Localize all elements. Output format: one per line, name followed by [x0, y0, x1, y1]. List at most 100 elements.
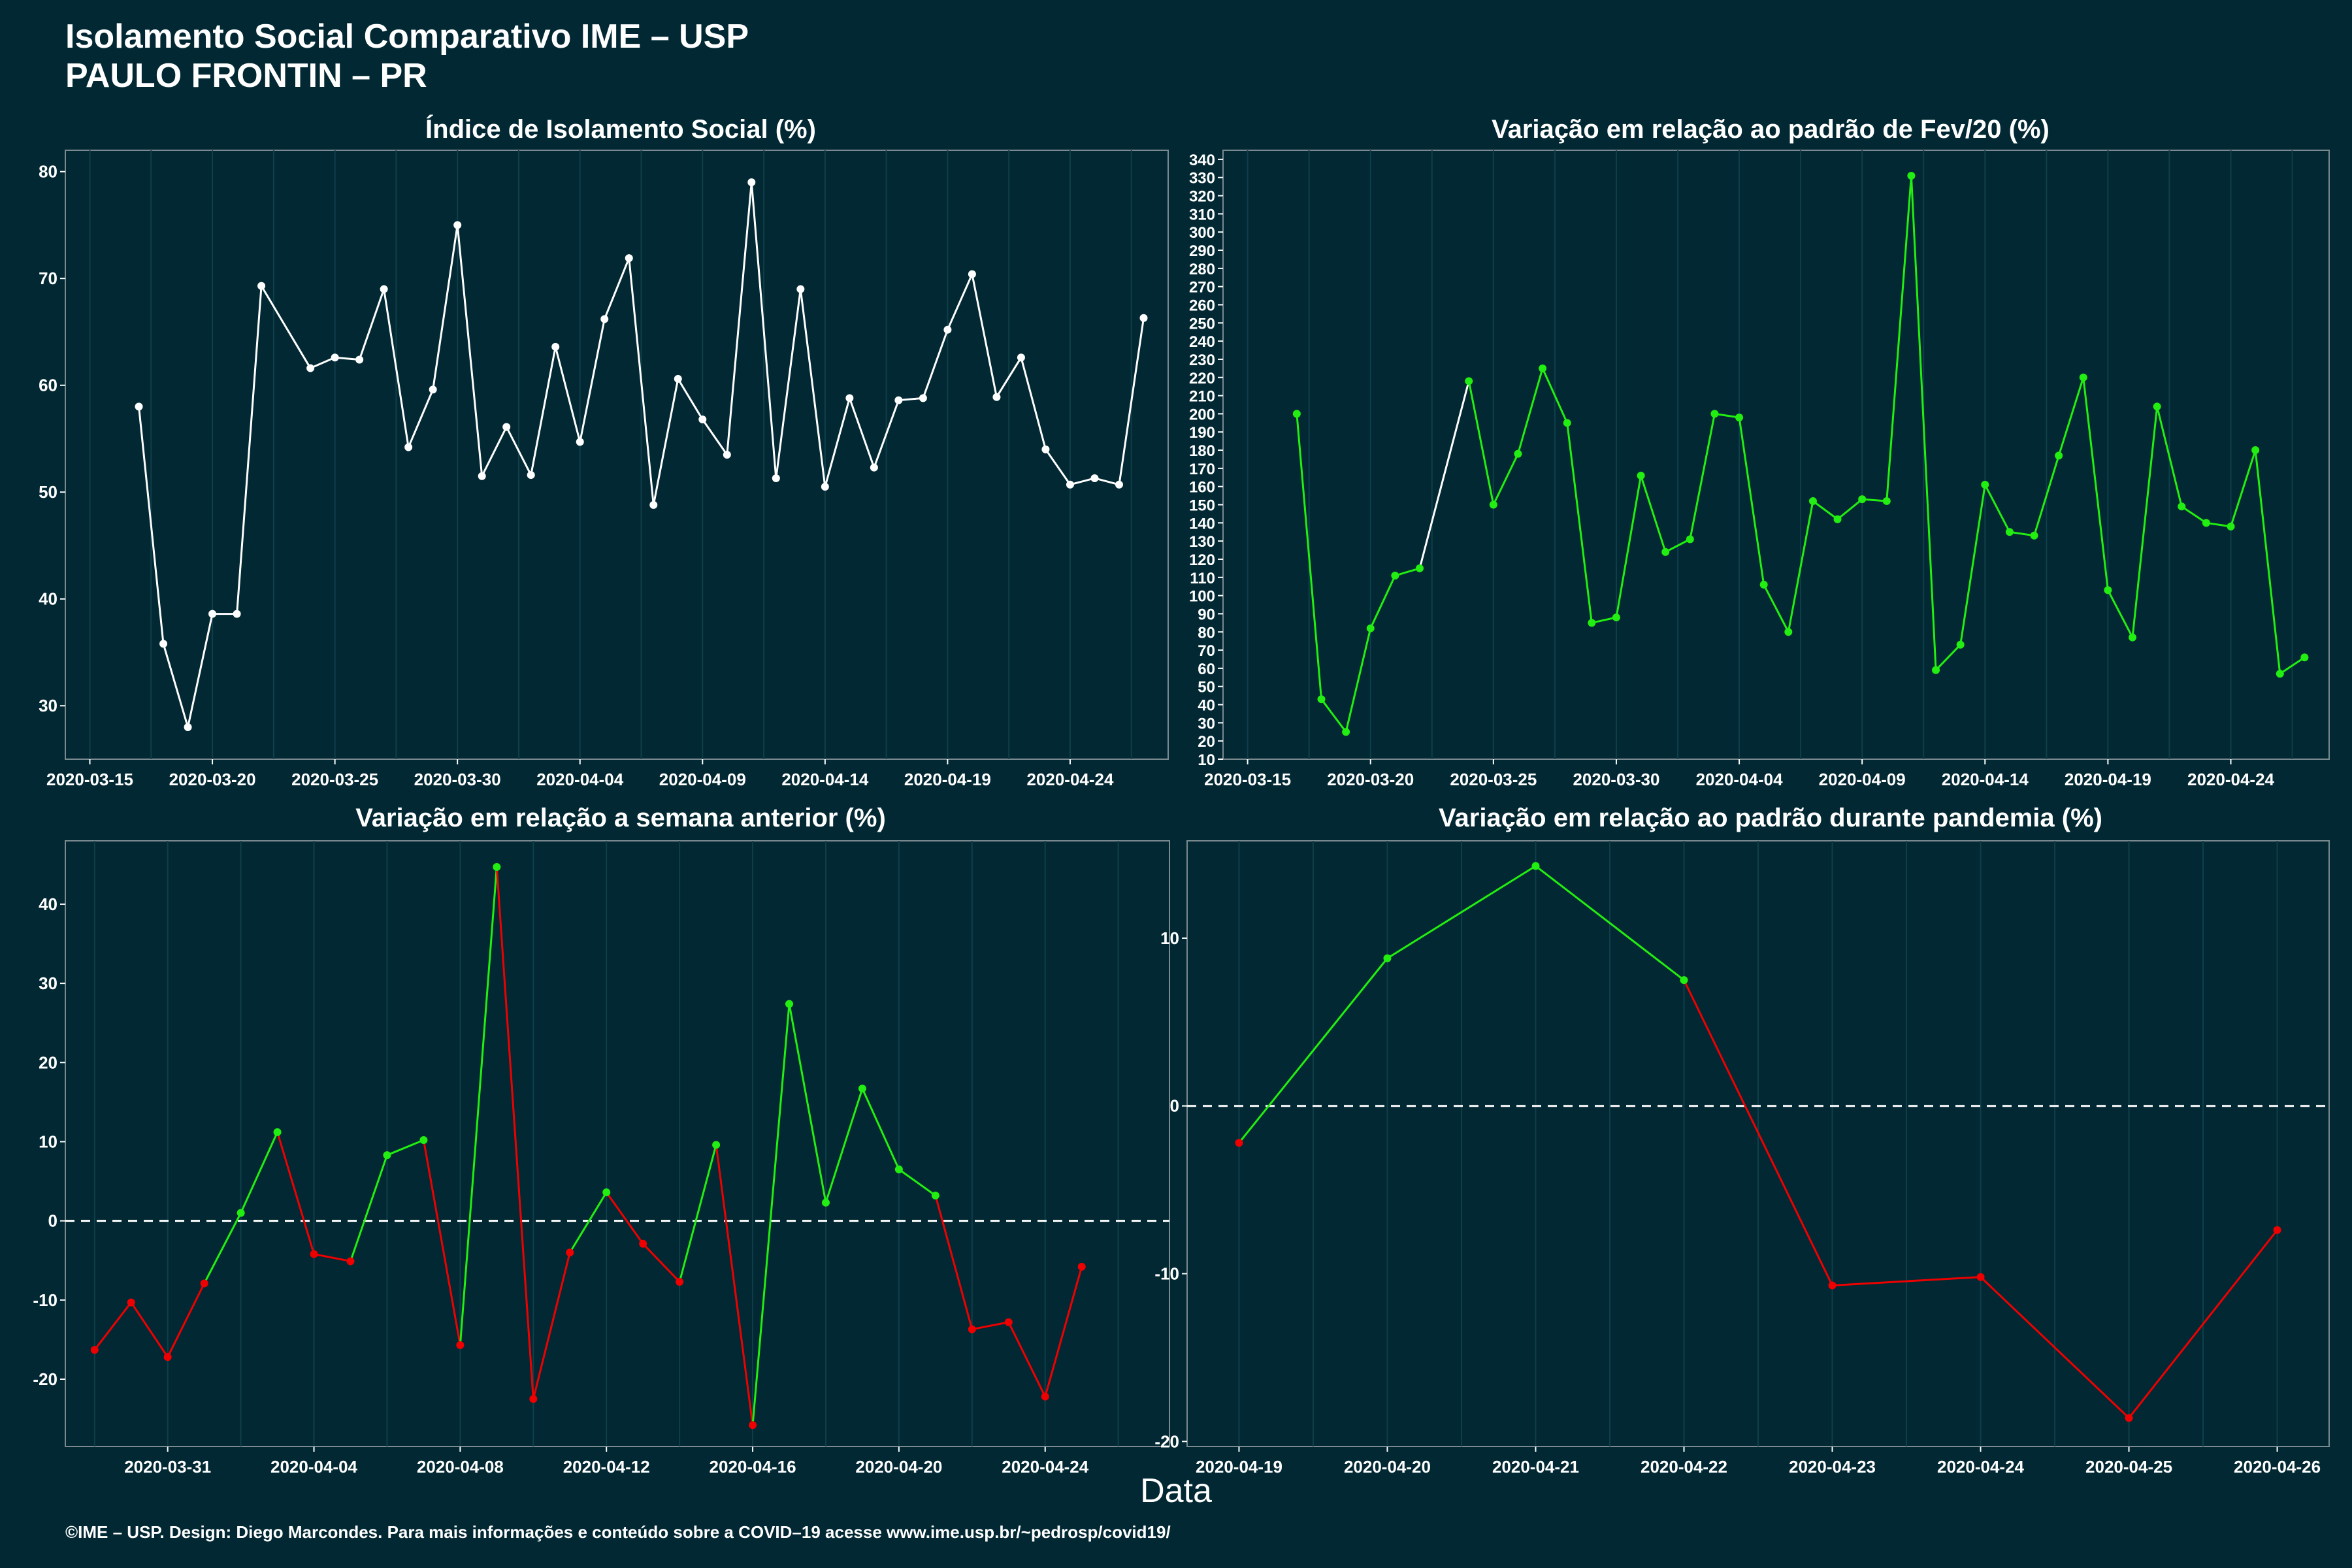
panel2-y-tick-label: 290 — [1189, 242, 1215, 260]
panel3-data-point — [712, 1141, 721, 1149]
panel1-series-segment — [799, 289, 826, 487]
panel3-data-point — [273, 1128, 282, 1136]
panel2-y-tick-label: 200 — [1189, 406, 1215, 423]
panel3-data-point — [200, 1279, 208, 1288]
panel3-series-segment — [386, 1139, 424, 1156]
panel2-data-point — [1882, 497, 1891, 505]
panel3-data-point — [163, 1353, 172, 1362]
panel1-data-point — [1090, 474, 1099, 482]
panel3-series-segment — [788, 1004, 827, 1203]
panel2-data-point — [2300, 653, 2309, 662]
panel1-x-tick-label: 2020-04-09 — [659, 770, 746, 789]
panel2-y-tick-label: 30 — [1198, 715, 1215, 732]
panel3-series-segment — [167, 1282, 205, 1358]
page-title-line2: PAULO FRONTIN – PR — [65, 57, 427, 95]
panel1-y-tick-label: 60 — [39, 376, 57, 395]
panel1-y-tick-label: 30 — [39, 696, 57, 715]
panel2-series-segment — [2082, 377, 2109, 591]
panel1-series-segment — [898, 397, 924, 402]
panel2-y-tick-label: 330 — [1189, 170, 1215, 188]
panel3-x-tick-label: 2020-03-31 — [124, 1457, 211, 1477]
panel2-data-point — [1612, 613, 1620, 621]
panel2-data-point — [2104, 586, 2112, 595]
panel4-series-segment — [1980, 1276, 2130, 1419]
panel4-data-point — [1383, 954, 1392, 962]
panel1-series-segment — [310, 356, 336, 369]
panel3-data-point — [529, 1395, 538, 1403]
panel3-series-segment — [276, 1132, 315, 1254]
panel2-y-tick-label: 160 — [1189, 479, 1215, 497]
panel2-series-segment — [1984, 484, 2011, 532]
panel2-data-point — [2005, 528, 2014, 536]
panel3-series-segment — [715, 1145, 754, 1426]
panel2-series-segment — [2181, 506, 2207, 524]
panel2-data-point — [1686, 535, 1694, 544]
panel2-x-tick-label: 2020-03-15 — [1204, 770, 1291, 789]
panel3-title: Variação em relação a semana anterior (%… — [355, 804, 886, 832]
panel1-series-segment — [677, 378, 704, 420]
panel3-y-tick-label: 10 — [39, 1132, 57, 1151]
panel1-data-point — [943, 325, 952, 334]
panel3-series-segment — [934, 1195, 973, 1330]
panel3-y-tick-label: -10 — [33, 1290, 57, 1310]
panel2-y-tick-label: 130 — [1189, 533, 1215, 551]
panel2-series-segment — [2279, 656, 2306, 675]
panel3-y-tick-label: 40 — [39, 894, 57, 914]
panel2-series-segment — [1738, 417, 1765, 585]
panel4-series-segment — [1832, 1276, 1981, 1286]
panel1-series-segment — [1020, 357, 1047, 450]
panel1-data-point — [600, 315, 609, 323]
panel1-series-segment — [824, 397, 851, 487]
panel4-data-point — [1828, 1281, 1837, 1290]
panel2-y-tick-label: 60 — [1198, 661, 1215, 678]
panel3-series-segment — [825, 1088, 864, 1203]
panel3-series-segment — [240, 1132, 278, 1214]
panel1-data-point — [698, 416, 707, 424]
panel3-y-tick-label: -20 — [33, 1369, 57, 1389]
panel3-data-point — [639, 1239, 647, 1248]
panel2-data-point — [1539, 364, 1547, 372]
panel1-series-segment — [358, 289, 385, 360]
panel1-series-segment — [505, 426, 532, 476]
panel2-series-segment — [1837, 498, 1863, 520]
panel3-data-point — [237, 1209, 245, 1217]
panel1-series-segment — [407, 389, 434, 448]
panel1-series-segment — [1118, 318, 1145, 485]
panel3-x-tick-label: 2020-04-08 — [417, 1457, 504, 1477]
panel2-series-segment — [1566, 423, 1593, 623]
panel2-y-tick-label: 180 — [1189, 442, 1215, 460]
panel3-x-tick-label: 2020-04-20 — [855, 1457, 942, 1477]
panel2-y-tick-label: 250 — [1189, 315, 1215, 333]
panel3-series-segment — [972, 1321, 1009, 1331]
panel4-y-tick-label: -10 — [1154, 1264, 1179, 1284]
panel1-series-segment — [335, 356, 360, 361]
panel1-data-point — [649, 500, 658, 509]
panel4-series-segment — [1683, 979, 1833, 1286]
panel3-series-segment — [93, 1301, 132, 1351]
panel1-series-segment — [726, 182, 753, 455]
panel2-data-point — [2055, 451, 2063, 460]
panel2-series-segment — [1665, 538, 1691, 553]
panel2-data-point — [1415, 564, 1424, 572]
panel2-data-point — [2129, 633, 2137, 642]
panel2-x-tick-label: 2020-04-09 — [1819, 770, 1906, 789]
panel3-series-segment — [422, 1139, 461, 1346]
panel2-series-segment — [2033, 455, 2060, 536]
panel1-data-point — [1115, 480, 1123, 489]
panel4-title: Variação em relação ao padrão durante pa… — [1439, 804, 2102, 832]
panel2-y-tick-label: 190 — [1189, 424, 1215, 442]
panel2-data-point — [1661, 547, 1670, 556]
panel1-y-tick-label: 40 — [39, 589, 57, 609]
panel2-series-segment — [1345, 628, 1372, 732]
panel3-data-point — [90, 1346, 99, 1354]
panel2-data-point — [1637, 471, 1645, 480]
panel3-data-point — [456, 1341, 465, 1349]
panel4-series-segment — [1238, 957, 1388, 1144]
panel2-data-point — [1563, 419, 1571, 427]
panel2-series-segment — [2254, 449, 2281, 674]
panel2-y-tick-label: 70 — [1198, 642, 1215, 660]
panel1-x-tick-label: 2020-03-30 — [414, 770, 501, 789]
panel2-data-point — [1932, 666, 1940, 674]
panel2-y-tick-label: 270 — [1189, 279, 1215, 297]
